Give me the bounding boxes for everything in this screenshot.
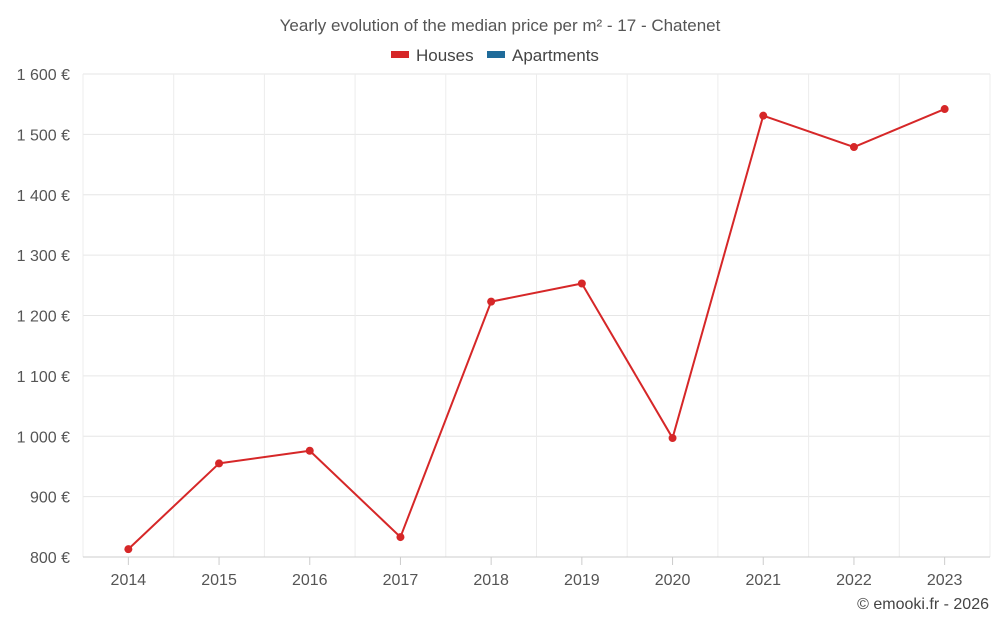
x-tick-label: 2018 xyxy=(473,572,509,589)
x-axis: 2014 2015 2016 2017 2018 2019 2020 2021 2022 2023 xyxy=(83,556,990,589)
series-houses xyxy=(124,105,949,554)
data-point-houses-2021[interactable] xyxy=(759,111,768,120)
y-axis: 800 € 900 € 1 000 € 1 100 € 1 200 € 1 300 € 1 … xyxy=(17,67,70,567)
y-tick-label: 900 € xyxy=(30,490,70,507)
x-tick-label: 2019 xyxy=(564,572,600,589)
data-point-houses-2015[interactable] xyxy=(215,459,224,468)
grid xyxy=(82,73,991,557)
x-tick-label: 2021 xyxy=(745,572,781,589)
y-tick-label: 1 100 € xyxy=(17,369,70,386)
x-tick-label: 2017 xyxy=(383,572,419,589)
x-tick-label: 2015 xyxy=(201,572,237,589)
legend-swatch-apartments xyxy=(487,51,505,58)
y-tick-label: 1 500 € xyxy=(17,127,70,144)
x-tick-label: 2023 xyxy=(927,572,963,589)
data-point-houses-2019[interactable] xyxy=(577,279,586,288)
series-line-houses xyxy=(127,108,946,550)
y-tick-label: 1 400 € xyxy=(17,188,70,205)
data-point-houses-2017[interactable] xyxy=(396,533,405,542)
legend-label-houses: Houses xyxy=(416,46,474,65)
credit: © emooki.fr - 2026 xyxy=(857,596,989,613)
x-tick-label: 2016 xyxy=(292,572,328,589)
data-point-houses-2016[interactable] xyxy=(305,446,314,455)
chart-title: Yearly evolution of the median price per… xyxy=(280,16,721,35)
legend: Houses Apartments xyxy=(391,46,599,65)
data-point-houses-2020[interactable] xyxy=(668,434,677,443)
y-tick-label: 1 600 € xyxy=(17,67,70,84)
y-tick-label: 800 € xyxy=(30,550,70,567)
y-tick-label: 1 300 € xyxy=(17,248,70,265)
x-tick-label: 2014 xyxy=(111,572,147,589)
x-tick-label: 2020 xyxy=(655,572,691,589)
data-point-houses-2014[interactable] xyxy=(124,545,133,554)
data-point-houses-2022[interactable] xyxy=(849,143,858,152)
y-tick-label: 1 200 € xyxy=(17,309,70,326)
y-tick-label: 1 000 € xyxy=(17,429,70,446)
legend-label-apartments: Apartments xyxy=(512,46,599,65)
legend-item-houses[interactable]: Houses xyxy=(391,46,474,65)
legend-swatch-houses xyxy=(391,51,409,58)
data-point-houses-2023[interactable] xyxy=(940,105,949,114)
data-point-houses-2018[interactable] xyxy=(487,297,496,306)
legend-item-apartments[interactable]: Apartments xyxy=(487,46,599,65)
x-tick-label: 2022 xyxy=(836,572,872,589)
